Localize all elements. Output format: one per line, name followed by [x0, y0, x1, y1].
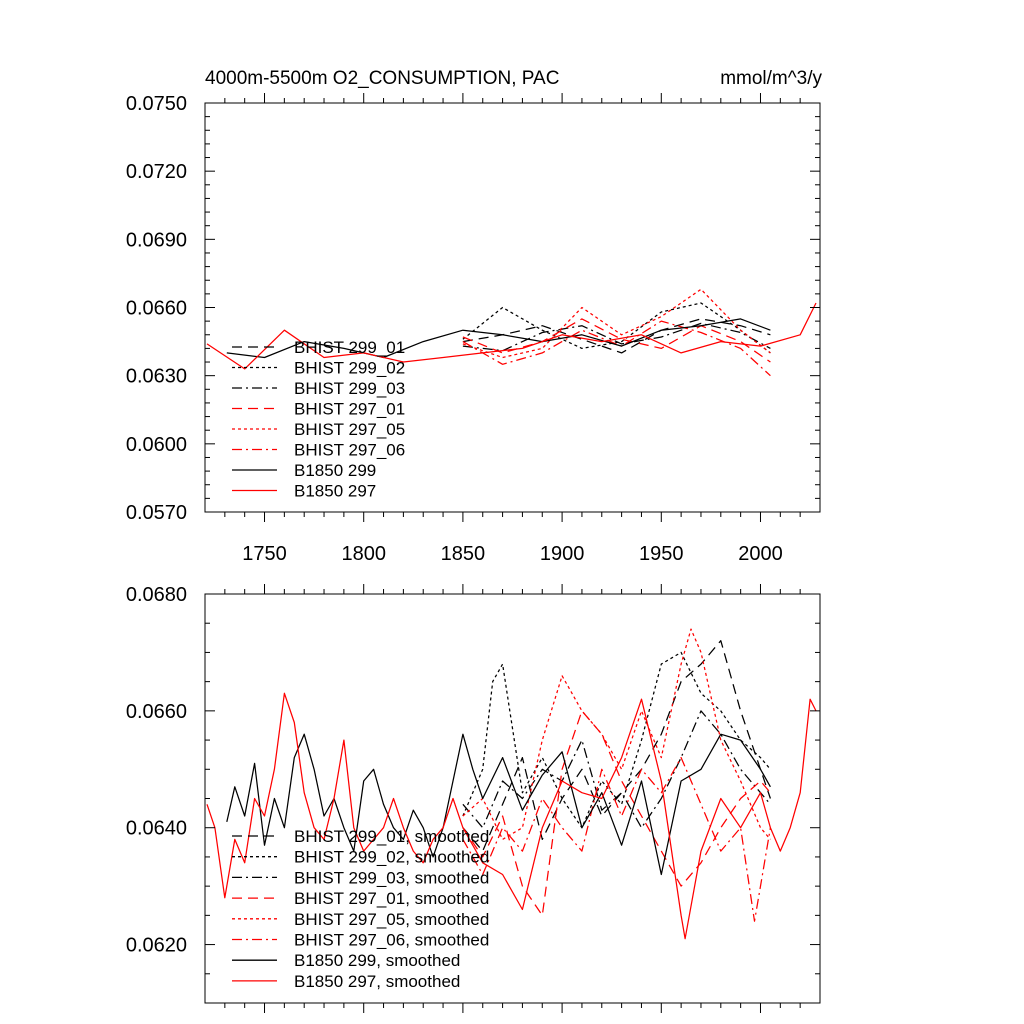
series-group [206, 288, 817, 377]
series-line-4 [462, 288, 771, 359]
y-tick-label: 0.0600 [126, 434, 187, 456]
legend-label: BHIST 299_03 [294, 379, 405, 398]
series-line-1 [462, 651, 771, 829]
series-line-2 [462, 710, 771, 829]
y-tick-label: 0.0720 [126, 161, 187, 183]
top-units: mmol/m^3/y [720, 68, 822, 89]
bottom-panel: 0.0620 0.0640 0.0660 0.0680 BHIST 299_01, sm… [126, 584, 821, 1013]
y-tick-label: 0.0750 [126, 93, 187, 115]
x-tick-label: 2000 [738, 543, 783, 565]
legend-label: BHIST 297_06 [294, 441, 405, 460]
y-tick-label: 0.0570 [126, 502, 187, 524]
legend-label: BHIST 297_05, smoothed [294, 910, 489, 929]
series-line-0 [462, 640, 771, 852]
y-tick-label: 0.0620 [126, 935, 187, 957]
series-line-7 [206, 692, 817, 940]
x-tick-label: 1900 [540, 543, 585, 565]
x-tick-label: 1850 [441, 543, 486, 565]
top-title: 4000m-5500m O2_CONSUMPTION, PAC [205, 68, 559, 89]
legend-label: B1850 297 [294, 482, 376, 501]
y-tick-label: 0.0690 [126, 229, 187, 251]
legend-label: B1850 297, smoothed [294, 972, 460, 991]
series-line-0 [462, 318, 771, 354]
y-tick-label: 0.0660 [126, 701, 187, 723]
legend-label: BHIST 299_01 [294, 338, 405, 357]
y-tick-label: 0.0640 [126, 818, 187, 840]
x-tick-label: 1950 [639, 543, 684, 565]
series-line-6 [226, 733, 771, 876]
series-line-5 [462, 756, 772, 922]
y-tick-label: 0.0630 [126, 366, 187, 388]
y-tick-label: 0.0660 [126, 298, 187, 320]
x-tick-label: 1750 [242, 543, 287, 565]
series-group [206, 628, 817, 940]
legend-label: BHIST 297_05 [294, 420, 405, 439]
legend-label: B1850 299 [294, 461, 376, 480]
legend-label: BHIST 299_02, smoothed [294, 848, 489, 867]
legend-label: BHIST 297_01 [294, 400, 405, 419]
x-tick-label: 1800 [341, 543, 386, 565]
series-line-4 [462, 628, 771, 841]
legend-label: BHIST 297_01, smoothed [294, 889, 489, 908]
series-line-2 [462, 322, 771, 352]
y-tick-label: 0.0680 [126, 584, 187, 606]
legend-label: BHIST 299_02 [294, 359, 405, 378]
series-line-3 [462, 710, 771, 917]
legend-label: BHIST 299_03, smoothed [294, 868, 489, 887]
legend: BHIST 299_01, smoothed BHIST 299_02, smoo… [232, 827, 489, 991]
top-panel: 4000m-5500m O2_CONSUMPTION, PAC mmol/m^3… [126, 68, 823, 565]
series-line-6 [226, 318, 771, 359]
series-line-1 [462, 302, 771, 354]
series-line-7 [206, 302, 817, 370]
legend-label: BHIST 297_06, smoothed [294, 931, 489, 950]
legend-label: B1850 299, smoothed [294, 951, 460, 970]
legend-label: BHIST 299_01, smoothed [294, 827, 489, 846]
